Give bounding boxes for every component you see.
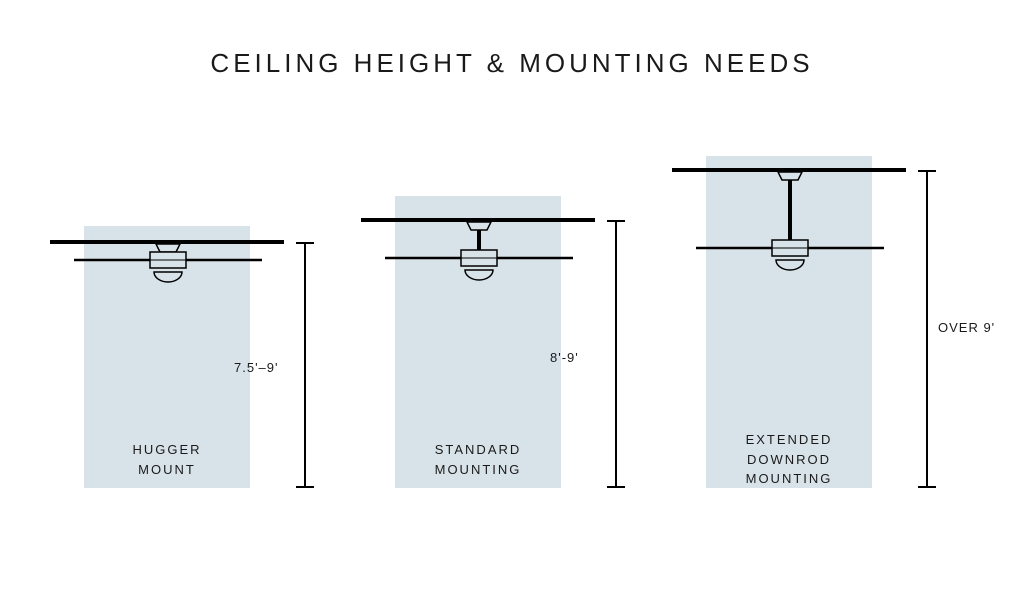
mount-label-hugger: HUGGER MOUNT <box>84 440 250 479</box>
height-label-standard: 8'-9' <box>550 350 579 365</box>
mount-label-extended: EXTENDED DOWNROD MOUNTING <box>706 430 872 489</box>
fan-hugger <box>68 244 268 309</box>
label-line: MOUNTING <box>435 462 522 477</box>
fan-standard <box>379 222 579 307</box>
height-label-extended: OVER 9' <box>938 320 995 335</box>
label-line: EXTENDED <box>746 432 833 447</box>
label-line: MOUNT <box>138 462 196 477</box>
label-line: DOWNROD <box>747 452 831 467</box>
fan-extended <box>690 172 890 297</box>
mount-label-standard: STANDARD MOUNTING <box>395 440 561 479</box>
label-line: STANDARD <box>435 442 522 457</box>
page-title: CEILING HEIGHT & MOUNTING NEEDS <box>0 48 1024 79</box>
label-line: MOUNTING <box>746 471 833 486</box>
label-line: HUGGER <box>132 442 201 457</box>
height-label-hugger: 7.5'–9' <box>234 360 279 375</box>
